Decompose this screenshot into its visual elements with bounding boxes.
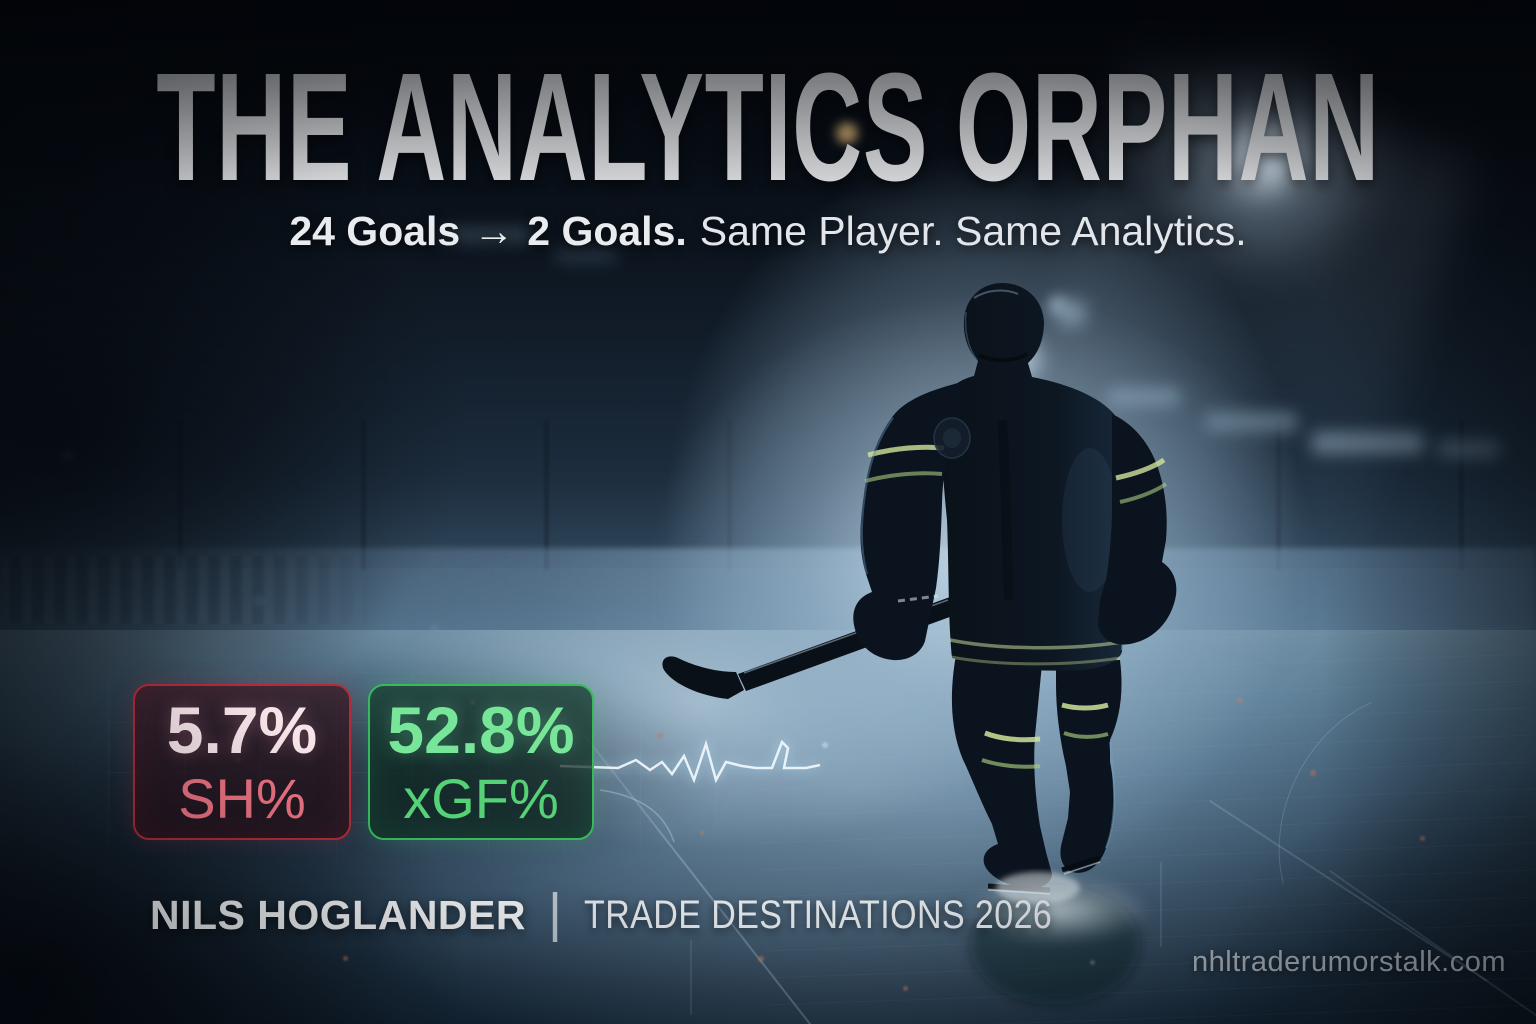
bokeh-light (430, 624, 439, 633)
subtitle-goals-before: 24 Goals (289, 208, 461, 254)
site-watermark: nhltraderumorstalk.com (1192, 946, 1506, 978)
shooting-percentage-card: 5.7% SH% (133, 684, 351, 840)
dasher-boards (0, 556, 380, 624)
player-name: NILS HOGLANDER (150, 891, 526, 938)
subtitle-goals-after: 2 Goals. (527, 208, 687, 254)
series-title: TRADE DESTINATIONS 2026 (584, 892, 1053, 937)
stand-light-row (1312, 432, 1424, 454)
subtitle-row: 24 Goals → 2 Goals. Same Player. Same An… (0, 207, 1536, 256)
subtitle-rest: Same Player. Same Analytics. (699, 208, 1247, 254)
right-arrow-icon: → (473, 208, 515, 254)
ice-arc-scratch (1236, 655, 1536, 993)
ice-speck (1310, 770, 1316, 776)
bokeh-light (254, 596, 264, 606)
stand-light-row (1438, 440, 1500, 458)
bokeh-light (62, 450, 73, 461)
expected-goals-label: xGF% (403, 767, 559, 830)
shooting-percentage-label: SH% (178, 767, 306, 830)
title-row: THE ANALYTICS ORPHAN (0, 50, 1536, 204)
page-title: THE ANALYTICS ORPHAN (156, 41, 1380, 213)
footer-divider: | (548, 883, 563, 943)
ice-speck (1420, 836, 1425, 841)
expected-goals-value: 52.8% (387, 693, 575, 767)
shooting-percentage-value: 5.7% (166, 693, 318, 767)
expected-goals-card: 52.8% xGF% (368, 684, 594, 840)
ice-speck (343, 956, 348, 961)
footer-row: NILS HOGLANDER | TRADE DESTINATIONS 2026 (150, 883, 1135, 943)
